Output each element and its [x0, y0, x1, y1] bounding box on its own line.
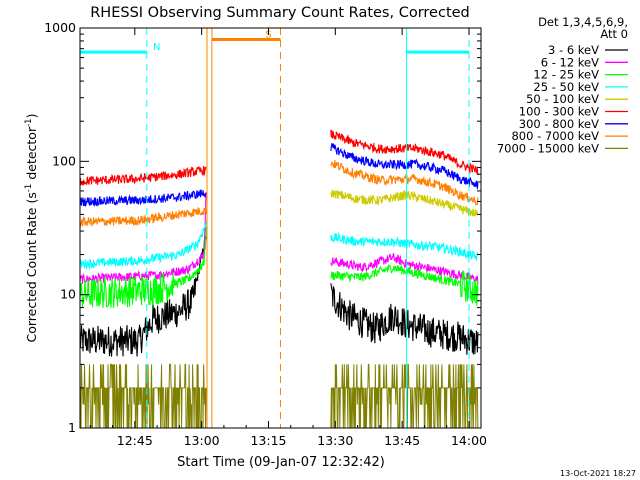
x-axis-label: Start Time (09-Jan-07 12:32:42)	[177, 455, 385, 470]
series-line-1-pre	[79, 235, 207, 357]
series-line-9-pre	[79, 363, 207, 429]
y-axis-label: Corrected Count Rate (s-1 detector-1)	[24, 114, 39, 343]
series-line-2-pre	[79, 192, 207, 284]
legend-header-2: Att 0	[600, 27, 628, 41]
x-tick-label-1: 12:45	[117, 433, 153, 448]
legend-label-6: 100 - 300 keV	[519, 105, 599, 119]
y-axis-label-mid: detector	[24, 126, 39, 184]
x-tick-label-4: 13:30	[317, 433, 353, 448]
series-line-5-post	[330, 189, 478, 217]
y-axis-label-end: )	[24, 114, 39, 119]
series-line-4-pre	[79, 220, 207, 271]
series-line-6-pre	[79, 165, 207, 186]
series-line-8-post	[330, 159, 479, 206]
y-axis-label-sup1: -1	[24, 184, 34, 192]
legend-label-1: 3 - 6 keV	[548, 43, 599, 57]
y-tick-label-3: 100	[52, 153, 76, 168]
chart-title: RHESSI Observing Summary Count Rates, Co…	[90, 5, 470, 21]
y-tick-label-4: 1000	[44, 20, 76, 35]
series-line-4-post	[330, 231, 479, 261]
footer-date: 13-Oct-2021 18:27	[560, 469, 636, 478]
x-tick-label-2: 13:00	[184, 433, 220, 448]
legend-label-2: 6 - 12 keV	[541, 55, 599, 69]
legend-label-8: 800 - 7000 keV	[511, 129, 599, 143]
plot-area: NS	[79, 28, 479, 429]
y-axis-label-sup2: -1	[24, 118, 34, 126]
series-line-2-post	[330, 253, 479, 284]
legend-label-9: 7000 - 15000 keV	[497, 141, 599, 155]
plot-frame	[79, 27, 482, 429]
legend-label-4: 25 - 50 keV	[533, 80, 599, 94]
series-line-6-post	[330, 129, 479, 176]
x-tick-label-6: 14:00	[451, 433, 487, 448]
x-tick-label-5: 13:45	[384, 433, 420, 448]
series-line-8-pre	[79, 206, 207, 228]
y-axis-label-main: Corrected Count Rate (s	[24, 192, 39, 342]
series-line-1-post	[330, 283, 479, 355]
legend-header-1: Det 1,3,4,5,6,9,	[538, 15, 628, 29]
legend-label-7: 300 - 800 keV	[519, 117, 599, 131]
legend-label-3: 12 - 25 keV	[533, 68, 599, 82]
y-tick-label-2: 10	[60, 287, 76, 302]
series-line-7-pre	[79, 189, 207, 208]
series-line-3-post	[330, 263, 479, 306]
flag-label-n: N	[153, 42, 160, 53]
axes: 12:45 13:00 13:15 13:30 13:45 14:00 1 10 100 1000	[44, 20, 487, 448]
x-tick-label-3: 13:15	[250, 433, 286, 448]
legend-label-5: 50 - 100 keV	[526, 92, 599, 106]
series-line-7-post	[330, 143, 479, 190]
series-line-3-pre	[79, 226, 207, 309]
y-tick-label-1: 1	[68, 420, 76, 435]
